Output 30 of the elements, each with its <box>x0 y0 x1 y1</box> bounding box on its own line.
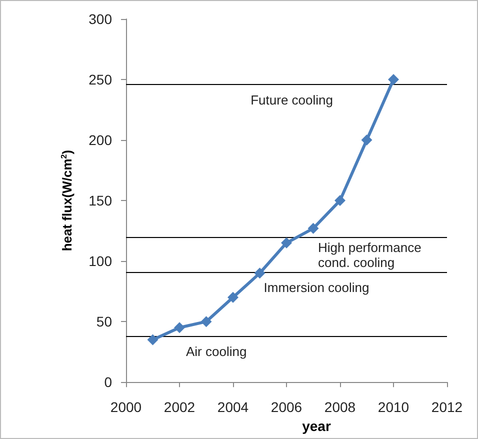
point <box>361 134 372 146</box>
point <box>388 74 399 86</box>
x-tick-label: 2008 <box>324 399 356 416</box>
point <box>334 195 346 206</box>
y-tick-label: 200 <box>88 132 112 148</box>
point <box>228 292 238 303</box>
ref-line-label: Future cooling <box>250 92 333 108</box>
ref-line-label: Air cooling <box>186 344 247 360</box>
point <box>281 237 292 248</box>
y-tick-label: 300 <box>88 11 112 27</box>
y-tick-label: 100 <box>88 253 112 270</box>
x-tick-label: 2006 <box>270 399 302 416</box>
ref-line-label: High performance cond. cooling <box>318 240 425 270</box>
y-tick-label: 250 <box>88 72 112 88</box>
x-tick-label: 2002 <box>164 399 196 416</box>
x-tick-label: 2004 <box>217 399 249 416</box>
point <box>174 322 185 334</box>
y-axis-title: heat flux(W/cm2) <box>60 150 74 252</box>
ref-line-label: Immersion cooling <box>264 280 370 295</box>
y-tick-label: 50 <box>96 314 112 330</box>
point <box>308 222 319 234</box>
y-tick-label: 150 <box>88 192 112 209</box>
x-tick-label: 2012 <box>431 399 463 416</box>
point <box>254 268 266 279</box>
y-tick-label: 0 <box>104 374 112 390</box>
x-tick-label: 2000 <box>110 399 142 416</box>
point <box>200 316 212 328</box>
x-axis-title: year <box>302 418 332 434</box>
x-tick-label: 2010 <box>378 399 410 416</box>
point <box>147 334 158 346</box>
